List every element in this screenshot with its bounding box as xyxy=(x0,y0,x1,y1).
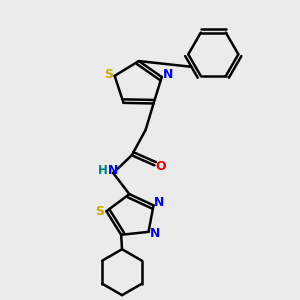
Text: H: H xyxy=(98,164,108,176)
Text: N: N xyxy=(107,164,118,176)
Text: N: N xyxy=(154,196,165,209)
Text: O: O xyxy=(156,160,166,173)
Text: S: S xyxy=(95,205,104,218)
Text: S: S xyxy=(104,68,113,81)
Text: N: N xyxy=(163,68,173,81)
Text: N: N xyxy=(150,227,160,240)
